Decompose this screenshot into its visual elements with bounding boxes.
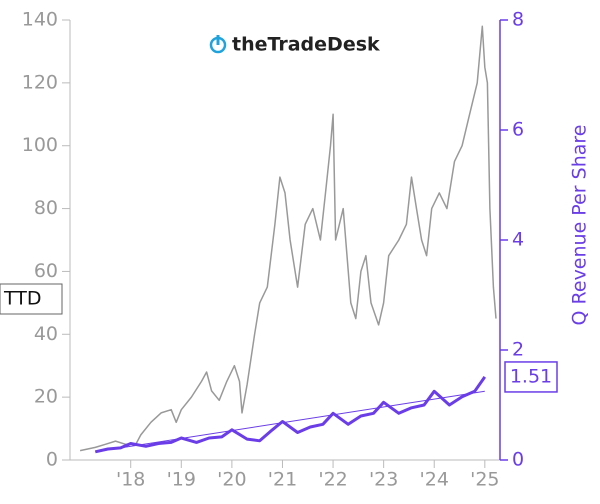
value-box: [504, 361, 558, 393]
x-tick-label: '19: [167, 469, 196, 491]
x-tick-label: '22: [318, 469, 347, 491]
x-tick-label: '25: [470, 469, 499, 491]
line: [94, 376, 487, 454]
logo: theTradeDesk: [209, 34, 380, 56]
logo-text: theTradeDesk: [232, 34, 380, 56]
x-tick-label: '20: [217, 469, 246, 491]
ticker-box: [0, 283, 63, 315]
y-tick-label: 120: [22, 71, 58, 93]
y-tick-label: 60: [34, 260, 58, 282]
ticker-label: TTD: [3, 288, 42, 310]
y-tick-label: 0: [46, 449, 58, 471]
y-tick-label: 40: [34, 323, 58, 345]
y2-tick-label: 8: [512, 9, 524, 31]
y2-tick-label: 2: [512, 339, 524, 361]
line: [79, 25, 497, 452]
y2-tick-label: 0: [512, 449, 524, 471]
line: [95, 390, 485, 453]
y2-tick-label: 4: [512, 229, 524, 251]
x-tick-label: '18: [116, 469, 145, 491]
y-tick-label: 100: [22, 134, 58, 156]
x-tick-label: '23: [369, 469, 398, 491]
y-tick-label: 140: [22, 9, 58, 31]
y2-axis-label: Q Revenue Per Share: [569, 125, 591, 326]
x-tick-label: '24: [420, 469, 449, 491]
value-label: 1.51: [510, 365, 552, 387]
y-tick-label: 20: [34, 386, 58, 408]
x-tick-label: '21: [268, 469, 297, 491]
y-tick-label: 80: [34, 197, 58, 219]
y2-tick-label: 6: [512, 119, 524, 141]
